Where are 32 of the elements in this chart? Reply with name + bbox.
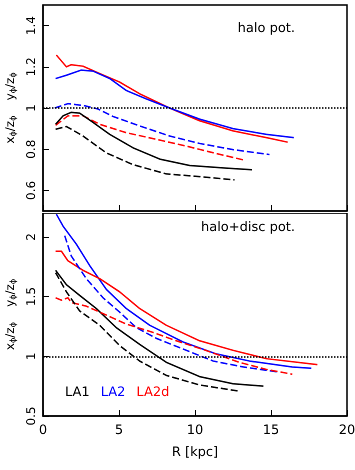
line-series <box>54 102 270 156</box>
y-tick-label: 1 <box>24 104 38 112</box>
x-axis-title: R [kpc] <box>172 445 218 460</box>
y-tick-label: 0.5 <box>24 406 38 426</box>
annotation: halo pot. <box>238 21 296 36</box>
y-tick-label: 1 <box>24 352 38 360</box>
line-series <box>64 234 278 373</box>
annotation: halo+disc pot. <box>200 220 295 235</box>
y-tick-label: 2 <box>24 233 38 241</box>
y-tick-label: 0.6 <box>24 180 38 200</box>
y-tick-label: 1.2 <box>24 57 38 76</box>
line-series <box>54 126 236 181</box>
x-tick-label: 5 <box>114 423 124 438</box>
x-tick-label: 15 <box>262 423 280 438</box>
text: LA1 <box>65 385 90 400</box>
x-tick-label: 20 <box>338 423 355 438</box>
y-tick-label: 1.5 <box>24 287 38 306</box>
line-series <box>56 213 312 369</box>
line-series <box>54 69 295 138</box>
line-series <box>56 54 288 143</box>
line-series <box>54 112 253 171</box>
line-series <box>54 297 294 375</box>
y-tick-label: 1.4 <box>24 16 38 36</box>
line-series <box>54 250 318 366</box>
x-tick-label: 0 <box>38 423 48 438</box>
x-tick-label: 10 <box>186 423 204 438</box>
text: xϕ/zϕ yϕ/zϕ <box>3 72 18 144</box>
text: xϕ/zϕ yϕ/zϕ <box>3 278 18 350</box>
text: LA2 <box>100 385 126 400</box>
text: LA2d <box>136 385 170 400</box>
y-tick-label: 0.8 <box>24 140 38 159</box>
line-series <box>54 115 246 162</box>
